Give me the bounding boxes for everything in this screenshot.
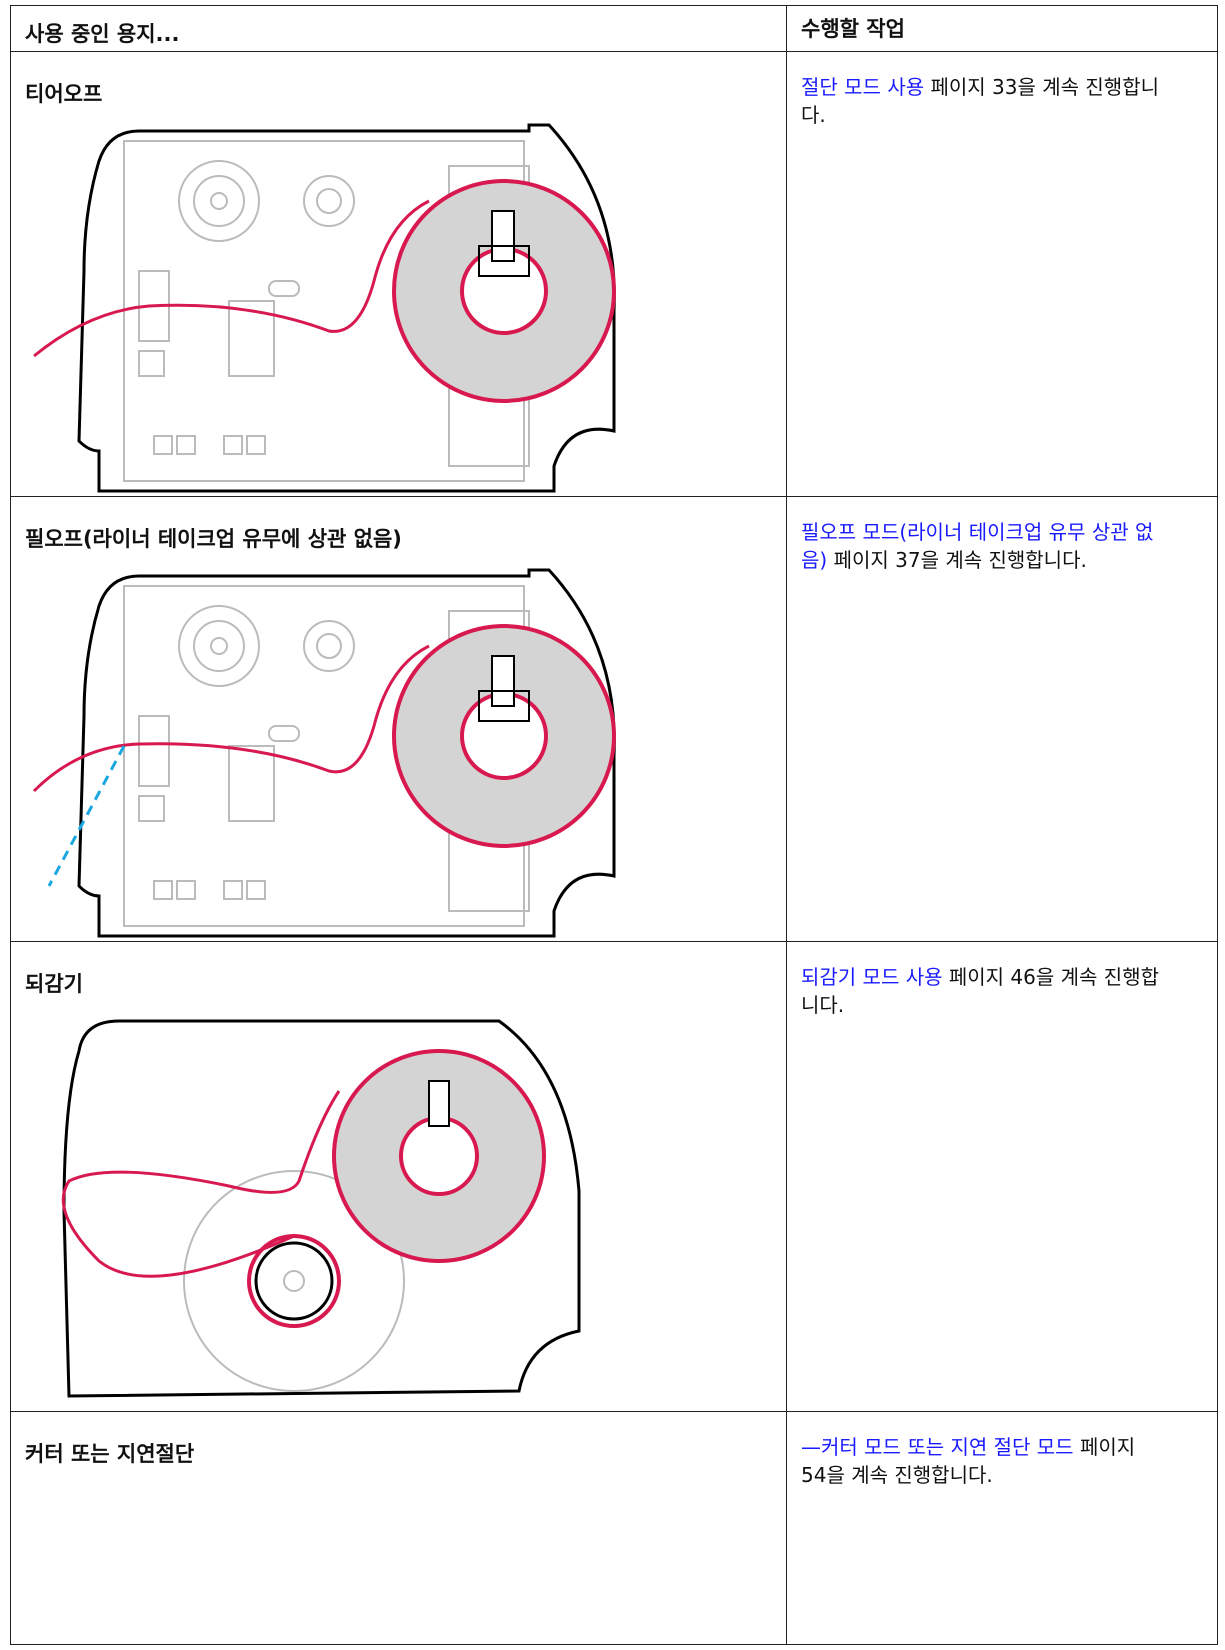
action-text: 페이지 37을 계속 진행합니다. (833, 548, 1087, 572)
action: —커터 모드 또는 지연 절단 모드 페이지 54을 계속 진행합니다. (801, 1433, 1161, 1489)
action-text: 페이지 33을 계속 진행합니다. (801, 75, 1160, 127)
action-text: 페이지 46을 계속 진행합니다. (801, 965, 1159, 1017)
illustration (32, 568, 616, 938)
table: 사용 중인 용지... 수행할 작업 티어오프 절단 모드 사용 페이지 33을… (10, 5, 1218, 1645)
media-type: 커터 또는 지연절단 (25, 1442, 195, 1466)
header-cell: 수행할 작업 (801, 17, 905, 41)
column-divider (786, 6, 787, 1644)
row-divider (11, 51, 1217, 52)
link[interactable]: 절단 모드 사용 (801, 75, 925, 99)
link[interactable]: —커터 모드 또는 지연 절단 모드 (801, 1435, 1074, 1459)
action: 필오프 모드(라이너 테이크업 유무 상관 없음) 페이지 37을 계속 진행합… (801, 518, 1161, 574)
action: 되감기 모드 사용 페이지 46을 계속 진행합니다. (801, 963, 1161, 1019)
row-divider (11, 941, 1217, 942)
header-cell: 사용 중인 용지... (25, 22, 180, 46)
action-text: 페이지 54을 계속 진행합니다. (801, 1435, 1136, 1487)
action: 절단 모드 사용 페이지 33을 계속 진행합니다. (801, 73, 1161, 129)
illustration (61, 1019, 581, 1398)
media-type: 되감기 (25, 972, 83, 996)
row-divider (11, 496, 1217, 497)
link[interactable]: 필오프 모드(라이너 테이크업 유무 상관 없음) (801, 520, 1154, 572)
media-type: 티어오프 (25, 82, 103, 106)
illustration (33, 123, 616, 493)
row-divider (11, 1411, 1217, 1412)
media-type: 필오프(라이너 테이크업 유무에 상관 없음) (25, 527, 402, 551)
link[interactable]: 되감기 모드 사용 (801, 965, 943, 989)
